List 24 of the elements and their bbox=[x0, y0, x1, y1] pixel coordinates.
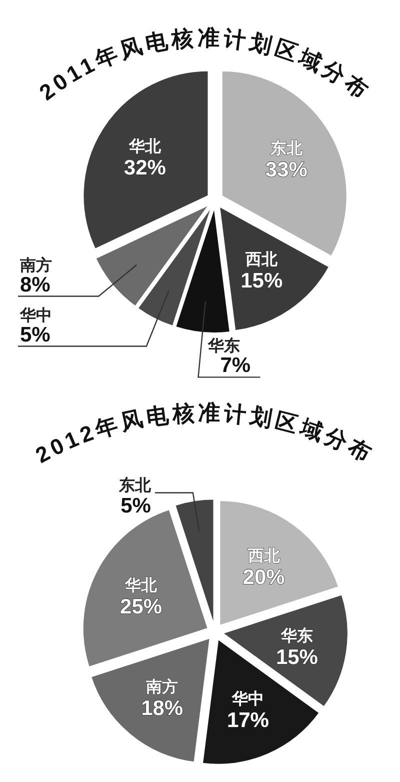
slice-label: 华北 bbox=[128, 138, 162, 156]
data-label: 15% bbox=[276, 646, 318, 669]
data-label: 17% bbox=[226, 709, 270, 732]
slice-label: 华中 bbox=[230, 690, 264, 708]
data-label: 5% bbox=[120, 494, 152, 518]
slice-label: 华北 bbox=[124, 576, 158, 594]
data-label: 20% bbox=[242, 566, 286, 589]
slice-label: 西北 bbox=[246, 546, 281, 565]
slice-label: 东北 bbox=[269, 140, 304, 158]
data-label: 7% bbox=[220, 354, 251, 378]
slice-label: 华东 bbox=[280, 626, 313, 645]
data-label: 32% bbox=[124, 156, 166, 180]
slice-label: 东北 bbox=[118, 476, 152, 495]
slice-label: 南方 bbox=[145, 676, 178, 696]
slice-label: 南方 bbox=[19, 255, 52, 274]
data-label: 5% bbox=[20, 323, 51, 346]
data-label: 33% bbox=[265, 158, 308, 182]
slice-label: 华中 bbox=[19, 306, 52, 324]
slice-label: 华东 bbox=[207, 337, 240, 356]
data-label: 8% bbox=[20, 273, 51, 296]
data-label: 25% bbox=[120, 595, 162, 618]
data-label: 15% bbox=[240, 270, 283, 293]
slice-label: 西北 bbox=[244, 250, 279, 269]
data-label: 18% bbox=[141, 696, 184, 720]
